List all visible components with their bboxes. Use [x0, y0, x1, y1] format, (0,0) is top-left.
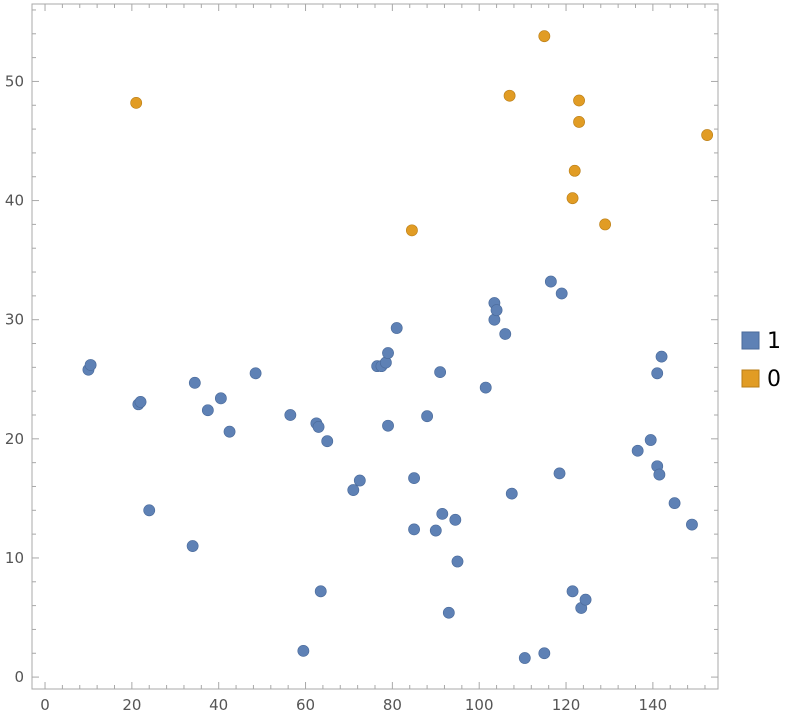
data-point [579, 593, 592, 606]
data-point [538, 647, 551, 660]
data-point [555, 287, 568, 300]
data-point [249, 367, 262, 380]
data-point [655, 350, 668, 363]
data-point [538, 30, 551, 43]
data-point [186, 540, 199, 552]
data-point [382, 347, 394, 359]
data-point [653, 468, 666, 481]
data-point [188, 376, 201, 389]
data-point [382, 419, 394, 432]
x-tick-label: 140 [639, 696, 668, 714]
data-point [408, 523, 420, 536]
data-point [644, 434, 657, 446]
legend-item-0: 0 [741, 367, 781, 392]
legend-swatch [741, 331, 760, 350]
x-tick-label: 20 [122, 696, 141, 714]
legend-swatch [741, 369, 760, 388]
x-tick-label: 0 [40, 696, 50, 714]
data-point [143, 504, 156, 517]
data-point [505, 487, 518, 500]
y-tick-label: 50 [5, 72, 24, 90]
data-point [568, 164, 581, 177]
x-tick-label: 40 [209, 696, 228, 714]
data-point [436, 507, 449, 520]
data-point [701, 129, 714, 141]
data-point [449, 513, 462, 526]
x-tick-label: 100 [465, 696, 494, 714]
data-point [130, 96, 143, 109]
y-tick-label: 10 [5, 549, 24, 567]
y-tick-label: 0 [14, 668, 24, 686]
data-point [566, 585, 579, 598]
y-tick-label: 40 [5, 192, 24, 210]
x-tick-label: 80 [383, 696, 402, 714]
data-point [573, 116, 585, 128]
y-tick-label: 20 [5, 430, 24, 448]
data-point [566, 192, 579, 205]
data-point [686, 518, 698, 531]
legend: 10 [741, 329, 781, 392]
data-point [214, 392, 227, 405]
data-point [408, 472, 420, 485]
data-point [490, 304, 503, 317]
data-point [223, 425, 236, 438]
x-tick-label: 60 [296, 696, 315, 714]
legend-item-1: 1 [741, 329, 781, 354]
x-tick-label: 120 [552, 696, 581, 714]
series-0 [130, 30, 714, 237]
data-point [421, 410, 434, 423]
data-point [353, 474, 366, 487]
data-point [499, 328, 512, 340]
data-point [84, 359, 97, 371]
legend-label: 0 [767, 367, 781, 392]
data-point [429, 524, 442, 537]
data-point [284, 409, 297, 421]
data-point [201, 404, 214, 417]
data-point [134, 395, 147, 408]
data-point [434, 366, 447, 379]
data-point [503, 89, 516, 102]
data-point [312, 421, 325, 433]
data-point [553, 467, 566, 480]
series-1 [82, 275, 698, 664]
data-point [390, 322, 403, 334]
data-point [406, 224, 418, 237]
data-point [442, 606, 455, 619]
data-point [451, 555, 464, 568]
data-point [479, 381, 492, 394]
data-points [82, 30, 714, 664]
data-point [599, 218, 612, 231]
data-point [321, 435, 334, 448]
axis-ticks: 0 20 40 60 80 100 120 140 0 10 20 30 40 50 [5, 4, 718, 714]
data-point [347, 484, 360, 496]
data-point [297, 644, 310, 657]
data-point [544, 275, 557, 288]
data-point [651, 367, 664, 380]
y-tick-label: 30 [5, 311, 24, 329]
data-point [518, 652, 531, 664]
data-point [314, 585, 327, 598]
data-point [668, 497, 681, 510]
data-point [573, 94, 585, 107]
data-point [631, 444, 644, 457]
legend-label: 1 [767, 329, 781, 354]
